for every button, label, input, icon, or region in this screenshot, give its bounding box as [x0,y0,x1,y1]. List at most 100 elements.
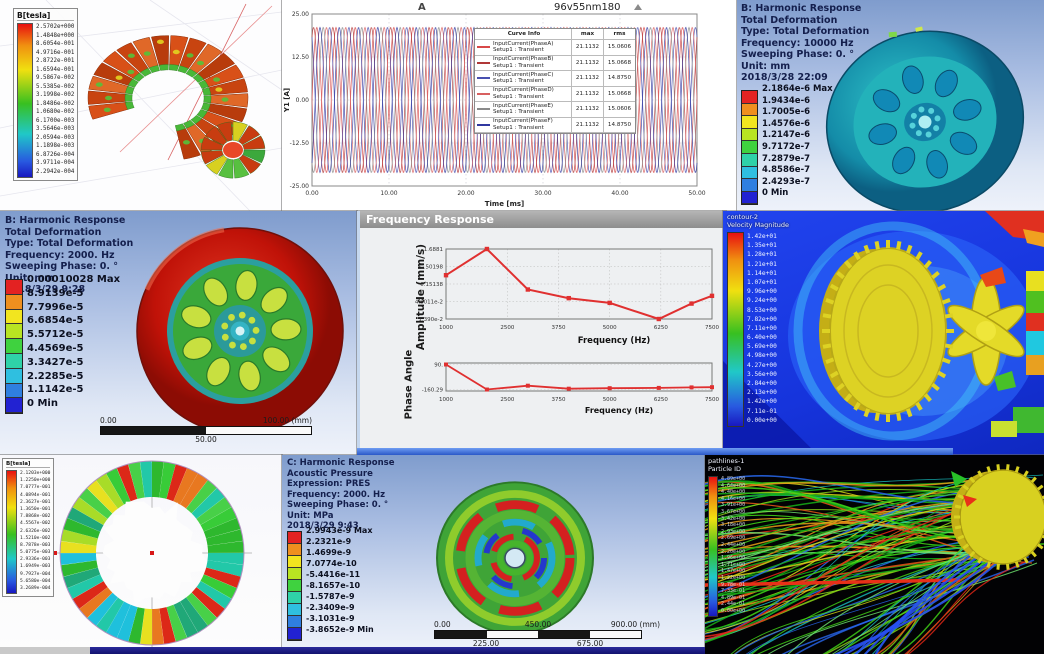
legend-value: 0 Min [762,188,789,199]
legend-value: 1.2250e+000 [20,478,51,484]
legend-value: 1.07e+01 [747,278,777,286]
cfd-viewport[interactable] [723,211,1044,455]
pin-icon[interactable] [634,4,642,10]
panel-current-plot: A 96v55nm180 25.00 12.50 0.00 -12.50 -25.00 0… [282,0,737,211]
bfield-ring-legend: B[tesla] 2.1203e+000 1.2250e+000 7.0777e-0… [2,458,55,597]
svg-text:5000: 5000 [603,325,617,331]
legend-colorbar [727,232,744,427]
legend-color-cell [6,383,22,399]
legend-color-cell [288,616,301,628]
legend-value: 3.5646e-003 [36,126,75,132]
header-line: Type: Total Deformation [5,238,134,249]
curve-row[interactable]: InputCurrent(PhaseB) Setup1 : Transient … [475,55,635,71]
legend-value: 1.47e+00 [721,568,746,575]
ruler-675: 675.00 [576,639,604,648]
header-line: Sweeping Phase: 0. ° [287,500,389,510]
legend-values: 2.1864e-6 Max 1.9434e-6 1.7005e-6 1.4576e-6… [762,84,833,205]
panel-acoustic-pressure: C: Harmonic Response Acoustic Pressure Exp… [282,455,705,654]
legend-value: 6.6854e-5 [27,315,84,327]
svg-text:-25.00: -25.00 [290,183,310,190]
window-bottom-frame [357,448,953,455]
pathlines-viewport[interactable] [705,455,1044,654]
outlet-patches [991,271,1044,437]
legend-value: 1.5210e-002 [20,535,51,541]
ruler-bar [100,426,312,435]
torus-field-viewport[interactable] [0,0,282,211]
svg-text:25.00: 25.00 [292,11,309,18]
svg-text:-160.29: -160.29 [422,388,444,394]
ring-field-viewport[interactable] [0,455,282,654]
legend-value: 3.91e+00 [721,502,746,509]
window-title: Frequency Response [366,213,494,226]
legend-value: 4.89e+00 [721,476,746,482]
legend-title: B[tesla] [17,11,75,21]
wheel-2000hz-viewport[interactable] [0,211,357,455]
legend-color-cell [742,103,757,117]
legend-value: 7.2879e-7 [762,153,811,164]
legend-value: 1.42e+01 [747,233,777,240]
curve-row[interactable]: InputCurrent(PhaseF) Setup1 : Transient … [475,117,635,133]
legend-value: -5.4416e-11 [306,570,361,579]
panel-harmonic-10000hz: B: Harmonic Response Total Deformation Typ… [737,0,1044,211]
curve-color-swatch [477,61,490,64]
curve-name: InputCurrent(PhaseB) [493,56,554,63]
legend-value: 1.96e+00 [721,555,746,562]
ruler-450: 450.00 [524,620,552,629]
legend-value: 7.0777e-001 [20,485,51,491]
curve-row[interactable]: InputCurrent(PhaseD) Setup1 : Transient … [475,86,635,102]
svg-text:20.00: 20.00 [457,190,474,197]
legend-color-cell [288,628,301,640]
curve-rms: 15.0668 [603,86,635,101]
legend-value: 2.8722e-001 [36,58,75,64]
legend-value: 4.64e+00 [721,482,746,489]
amplitude-chart[interactable]: 1.6881 0.50198 0.15138 4.6011e-2 1.390e-2 100… [394,243,720,355]
curve-setup: Setup1 : Transient [493,124,544,131]
wheel-10000hz-viewport[interactable] [737,0,1044,211]
legend-color-cell [6,339,22,354]
legend-colorbar [287,531,302,641]
curve-row[interactable]: InputCurrent(PhaseE) Setup1 : Transient … [475,102,635,118]
curve-setup: Setup1 : Transient [493,47,544,54]
scale-ruler: 0.00 100.00 (mm) 50.00 [100,416,312,446]
legend-value: 7.33e-01 [721,588,746,595]
svg-text:12.50: 12.50 [292,54,309,61]
legend-values: 0.00010028 Max 8.9139e-5 7.7996e-5 6.6854e-… [27,273,120,414]
curve-row[interactable]: InputCurrent(PhaseA) Setup1 : Transient … [475,40,635,56]
legend-value: 9.7172e-7 [762,141,811,152]
header-line: Expression: PRES [287,479,371,489]
legend-color-cell [288,532,301,544]
legend-value: 3.2689e-004 [20,586,51,591]
legend-value: 8.9139e-5 [27,287,84,299]
window-titlebar[interactable]: Frequency Response [360,211,726,228]
legend-colorbar [741,90,758,206]
legend-color-cell [288,604,301,616]
legend-value: 1.9434e-6 [762,95,811,106]
curve-name: InputCurrent(PhaseC) [493,71,554,78]
legend-value: 2.5702e+000 [36,24,75,30]
legend-value: 0.00e+00 [747,416,777,424]
svg-text:Y1 [A]: Y1 [A] [283,88,291,113]
svg-text:0.50198: 0.50198 [420,265,443,271]
legend-value: 1.4576e-6 [762,118,811,129]
phase-chart[interactable]: 90. -160.29 1000 2500 3750 5000 6250 7500 Freque… [394,357,720,423]
legend-color-cell [742,128,757,142]
legend-value: 1.6949e-003 [20,564,51,570]
legend-colorbar [5,279,23,415]
svg-text:-12.50: -12.50 [290,140,310,147]
svg-text:1000: 1000 [439,397,453,403]
legend-color-cell [742,166,757,180]
acoustic-disc-viewport[interactable] [282,455,705,654]
legend-value: 1.4699e-9 [306,548,352,557]
curve-name: InputCurrent(PhaseD) [493,87,554,94]
legend-value: 1.2147e-6 [762,130,811,141]
legend-value: 3.56e+00 [747,370,777,378]
ruler-50: 50.00 [195,435,217,444]
legend-color-cell [288,568,301,580]
curve-color-swatch [477,46,490,49]
curve-row[interactable]: InputCurrent(PhaseC) Setup1 : Transient … [475,71,635,87]
pathlines-legend: pathlines-1 Particle ID 4.89e+00 4.64e+00 4… [708,457,745,617]
legend-value: 7.0774e-10 [306,559,357,568]
legend-values: 1.42e+01 1.35e+01 1.28e+01 1.21e+01 1.14e+01… [747,232,777,427]
header-line: Unit: MPa [287,510,334,521]
